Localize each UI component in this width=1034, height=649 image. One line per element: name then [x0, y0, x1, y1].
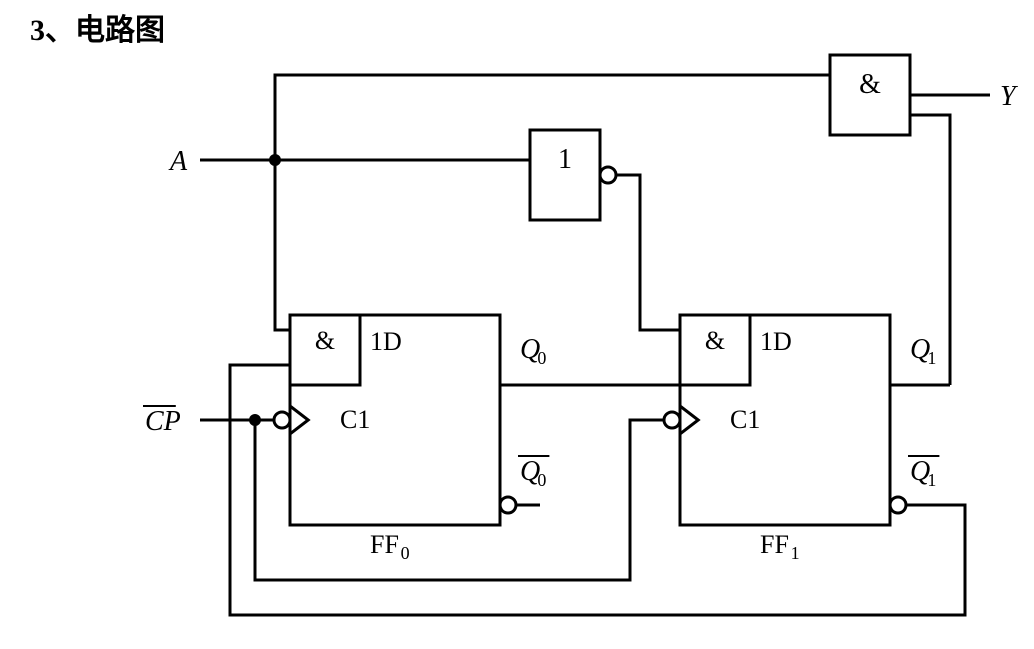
flipflop-ff0-qn-bubble — [500, 497, 516, 513]
svg-text:3、电路图: 3、电路图 — [30, 14, 165, 47]
title: 3、电路图 — [30, 14, 165, 47]
junction-dot-1 — [249, 414, 261, 426]
svg-text:0: 0 — [537, 348, 546, 368]
flipflop-ff1-qn-bubble — [890, 497, 906, 513]
output-y-label: Y — [1000, 81, 1019, 112]
flipflop-ff1-name: FF — [760, 530, 789, 559]
wire-NOT-to-D1-top — [616, 175, 680, 330]
flipflop-ff0-name: FF — [370, 530, 399, 559]
svg-text:0: 0 — [537, 470, 546, 490]
flipflop-ff0-clk-bubble — [274, 412, 290, 428]
wire-A-to-D0-top — [275, 160, 290, 330]
gate-and-y-symbol: & — [859, 69, 881, 100]
flipflop-ff1-c-label: C1 — [730, 405, 760, 434]
not-output-bubble — [600, 167, 616, 183]
input-a-label: A — [168, 146, 188, 177]
flipflop-ff0-c-label: C1 — [340, 405, 370, 434]
flipflop-ff1-clk-bubble — [664, 412, 680, 428]
svg-text:1: 1 — [927, 348, 936, 368]
flipflop-ff0-d-label: 1D — [370, 327, 402, 356]
flipflop-ff1-d-label: 1D — [760, 327, 792, 356]
svg-text:CP: CP — [145, 406, 181, 437]
svg-text:1: 1 — [791, 543, 800, 563]
svg-text:FF: FF — [760, 530, 789, 559]
gate-and-ff0-symbol: & — [315, 326, 335, 355]
junction-dot-0 — [269, 154, 281, 166]
gate-and-ff1-symbol: & — [705, 326, 725, 355]
input-cp-label: CP — [145, 406, 181, 437]
gate-not-symbol: 1 — [558, 144, 572, 175]
svg-text:FF: FF — [370, 530, 399, 559]
svg-text:1: 1 — [927, 470, 936, 490]
svg-text:0: 0 — [401, 543, 410, 563]
